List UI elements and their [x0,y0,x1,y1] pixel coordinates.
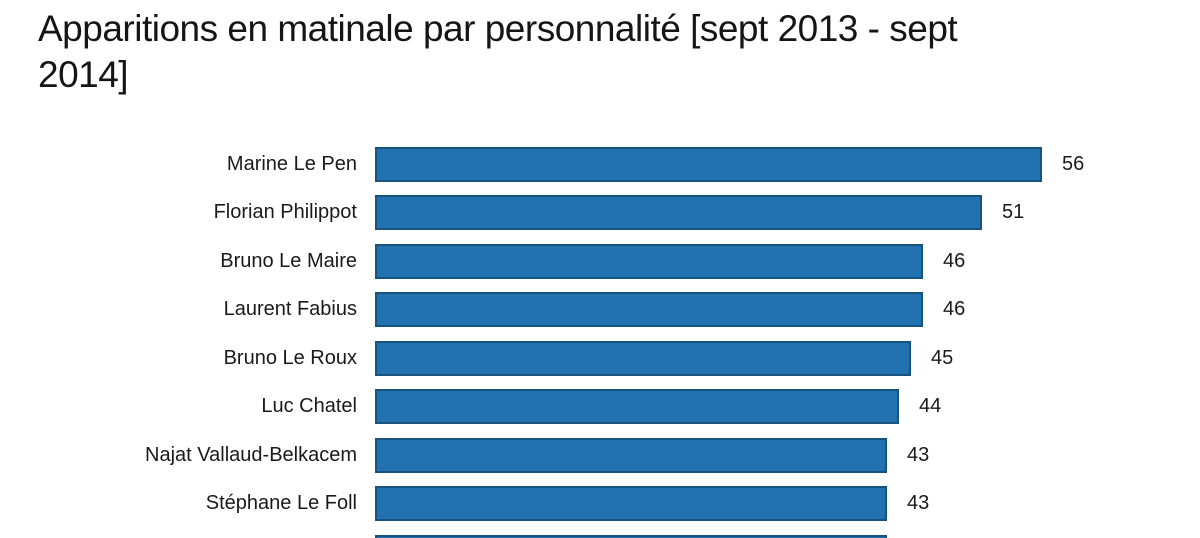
value-label: 46 [943,298,966,321]
bar [375,486,887,522]
bar-row: Bruno Le Maire 46 [0,237,1200,286]
value-label: 51 [1002,201,1025,224]
bar-row: Stéphane Le Foll 43 [0,480,1200,529]
value-label: 56 [1062,152,1085,175]
chart-title: Apparitions en matinale par personnalité… [38,6,1178,98]
category-label: Stéphane Le Foll [205,492,357,515]
category-label: Bruno Le Maire [220,249,357,272]
category-label: Laurent Fabius [223,298,357,321]
bar-row: Marine Le Pen 56 [0,140,1200,189]
value-label: 43 [907,492,930,515]
bar-row: Laurent Fabius 46 [0,286,1200,335]
bar [375,534,887,538]
bar-row: Luc Chatel 44 [0,383,1200,432]
bar-row: Najat Vallaud-Belkacem 43 [0,431,1200,480]
value-label: 43 [907,443,930,466]
bar-row: Bruno Le Roux 45 [0,334,1200,383]
category-label: Bruno Le Roux [223,346,357,369]
bar [375,243,923,279]
value-label: 44 [919,395,942,418]
bar [375,195,982,231]
category-label: Najat Vallaud-Belkacem [145,443,357,466]
bar [375,146,1042,182]
bar [375,437,887,473]
category-label: Marine Le Pen [226,152,357,175]
value-label: 45 [931,346,954,369]
chart-title-line-2: 2014] [38,54,129,95]
bar-row [0,528,1200,538]
bar-rows: Marine Le Pen 56 Florian Philippot 51 Bruno … [0,140,1200,538]
value-label: 46 [943,249,966,272]
bar [375,340,911,376]
bar [375,389,899,425]
chart-title-line-1: Apparitions en matinale par personnalité… [38,8,958,49]
category-label: Luc Chatel [261,395,357,418]
category-label: Florian Philippot [213,201,357,224]
bar-row: Florian Philippot 51 [0,189,1200,238]
bar [375,292,923,328]
